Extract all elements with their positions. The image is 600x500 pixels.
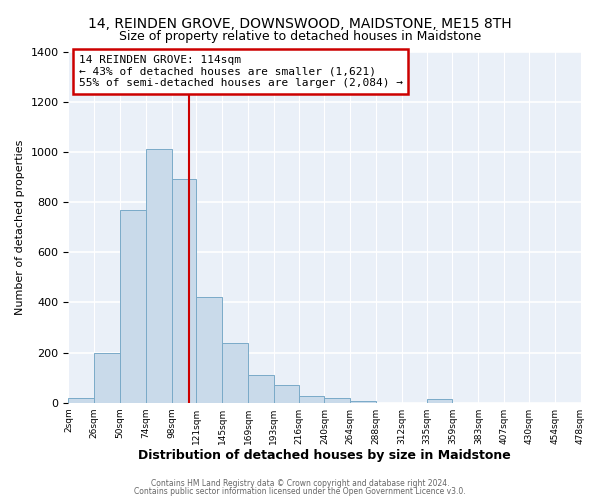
Bar — [427, 399, 452, 402]
Text: 14, REINDEN GROVE, DOWNSWOOD, MAIDSTONE, ME15 8TH: 14, REINDEN GROVE, DOWNSWOOD, MAIDSTONE,… — [88, 18, 512, 32]
Y-axis label: Number of detached properties: Number of detached properties — [15, 140, 25, 315]
Bar — [172, 180, 196, 402]
Bar — [274, 385, 299, 402]
Bar — [120, 210, 146, 402]
Bar — [196, 298, 222, 403]
Text: Contains public sector information licensed under the Open Government Licence v3: Contains public sector information licen… — [134, 487, 466, 496]
Bar — [248, 375, 274, 402]
Bar — [68, 398, 94, 402]
Text: Size of property relative to detached houses in Maidstone: Size of property relative to detached ho… — [119, 30, 481, 43]
Bar — [325, 398, 350, 402]
Bar — [94, 352, 120, 403]
X-axis label: Distribution of detached houses by size in Maidstone: Distribution of detached houses by size … — [138, 450, 511, 462]
Text: Contains HM Land Registry data © Crown copyright and database right 2024.: Contains HM Land Registry data © Crown c… — [151, 479, 449, 488]
Bar — [222, 342, 248, 402]
Bar — [146, 150, 172, 402]
Text: 14 REINDEN GROVE: 114sqm
← 43% of detached houses are smaller (1,621)
55% of sem: 14 REINDEN GROVE: 114sqm ← 43% of detach… — [79, 55, 403, 88]
Bar — [299, 396, 325, 402]
